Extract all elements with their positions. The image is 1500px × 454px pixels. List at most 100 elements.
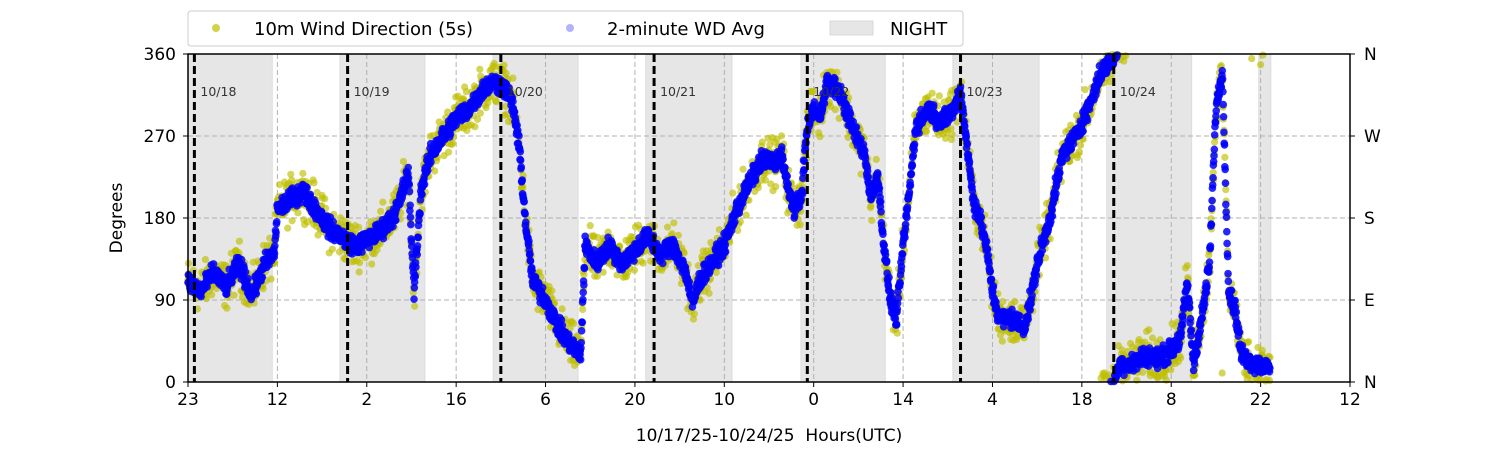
wd-avg-point bbox=[752, 177, 760, 185]
wd-avg-point bbox=[578, 327, 586, 335]
wd-5s-point bbox=[797, 221, 804, 228]
wd-5s-point bbox=[474, 116, 481, 123]
wd-5s-point bbox=[471, 123, 478, 130]
wd-avg-point bbox=[979, 223, 987, 231]
wd-5s-point bbox=[1221, 154, 1228, 161]
wd-5s-point bbox=[729, 189, 736, 196]
wd-avg-point bbox=[406, 188, 414, 196]
wd-5s-point bbox=[1222, 186, 1229, 193]
wd-avg-point bbox=[520, 198, 528, 206]
wd-5s-point bbox=[477, 110, 484, 117]
wd-avg-point bbox=[517, 148, 525, 156]
wd-avg-point bbox=[902, 221, 910, 229]
wd-avg-point bbox=[407, 213, 415, 221]
wd-avg-point bbox=[779, 155, 787, 163]
wd-5s-point bbox=[558, 305, 565, 312]
wd-5s-point bbox=[772, 183, 779, 190]
wd-5s-point bbox=[1081, 86, 1088, 93]
wd-avg-point bbox=[244, 275, 252, 283]
wd-avg-point bbox=[517, 163, 525, 171]
wd-avg-point bbox=[983, 238, 991, 246]
wd-avg-point bbox=[581, 265, 589, 273]
wd-5s-point bbox=[548, 287, 555, 294]
wd-5s-point bbox=[1177, 354, 1184, 361]
wd-5s-point bbox=[1167, 366, 1174, 373]
wd-5s-point bbox=[832, 106, 839, 113]
wd-avg-point bbox=[986, 268, 994, 276]
wd-5s-point bbox=[355, 224, 362, 231]
wd-5s-point bbox=[1259, 51, 1266, 58]
wd-avg-point bbox=[404, 164, 412, 172]
wd-avg-point bbox=[686, 284, 694, 292]
wd-avg-point bbox=[915, 129, 923, 137]
wd-avg-point bbox=[527, 257, 535, 265]
wd-avg-point bbox=[410, 295, 418, 303]
wd-avg-point bbox=[414, 242, 422, 250]
wd-5s-point bbox=[329, 246, 336, 253]
wd-avg-point bbox=[877, 198, 885, 206]
wd-5s-point bbox=[294, 209, 301, 216]
wd-avg-point bbox=[358, 248, 366, 256]
wd-5s-point bbox=[1219, 369, 1226, 376]
wd-5s-point bbox=[379, 198, 386, 205]
wd-avg-point bbox=[515, 132, 523, 140]
wd-5s-point bbox=[299, 170, 306, 177]
wd-avg-point bbox=[242, 268, 250, 276]
wd-avg-point bbox=[539, 284, 547, 292]
wd-5s-point bbox=[509, 74, 516, 81]
wd-5s-point bbox=[1076, 148, 1083, 155]
wd-avg-point bbox=[799, 190, 807, 198]
wd-avg-point bbox=[908, 170, 916, 178]
wd-5s-point bbox=[929, 90, 936, 97]
wd-5s-point bbox=[1245, 338, 1252, 345]
wd-avg-point bbox=[521, 210, 529, 218]
wd-avg-point bbox=[877, 208, 885, 216]
wd-avg-point bbox=[303, 184, 311, 192]
wd-avg-point bbox=[421, 181, 429, 189]
wd-5s-point bbox=[664, 223, 671, 230]
wd-5s-point bbox=[670, 219, 677, 226]
wd-avg-point bbox=[874, 171, 882, 179]
wd-5s-point bbox=[1184, 262, 1191, 269]
wd-avg-point bbox=[831, 75, 839, 83]
wd-5s-point bbox=[202, 256, 209, 263]
wd-avg-point bbox=[407, 221, 415, 229]
wd-avg-point bbox=[885, 274, 893, 282]
wd-avg-point bbox=[894, 294, 902, 302]
wd-avg-point bbox=[883, 257, 891, 265]
wd-5s-point bbox=[310, 179, 317, 186]
wd-avg-point bbox=[930, 101, 938, 109]
wd-avg-point bbox=[659, 260, 667, 268]
wd-5s-point bbox=[743, 212, 750, 219]
wd-5s-point bbox=[289, 217, 296, 224]
wd-avg-point bbox=[778, 143, 786, 151]
wd-5s-point bbox=[356, 259, 363, 266]
wd-5s-point bbox=[1257, 61, 1264, 68]
wd-5s-point bbox=[1011, 298, 1018, 305]
wd-5s-point bbox=[493, 98, 500, 105]
wd-avg-point bbox=[418, 191, 426, 199]
wd-avg-point bbox=[411, 273, 419, 281]
wd-5s-point bbox=[368, 260, 375, 267]
wd-avg-point bbox=[413, 251, 421, 259]
wd-avg-point bbox=[272, 229, 280, 237]
wd-avg-point bbox=[988, 275, 996, 283]
wd-5s-point bbox=[223, 305, 230, 312]
wd-5s-point bbox=[445, 149, 452, 156]
wd-avg-point bbox=[253, 290, 261, 298]
wd-5s-point bbox=[431, 167, 438, 174]
wd-5s-point bbox=[321, 195, 328, 202]
wd-avg-point bbox=[424, 167, 432, 175]
wd-5s-point bbox=[778, 132, 785, 139]
wd-avg-point bbox=[899, 250, 907, 258]
wd-avg-point bbox=[427, 158, 435, 166]
wd-avg-point bbox=[896, 280, 904, 288]
wd-avg-point bbox=[901, 234, 909, 242]
wd-avg-point bbox=[273, 218, 281, 226]
wd-5s-point bbox=[356, 268, 363, 275]
wd-5s-point bbox=[236, 238, 243, 245]
wd-avg-point bbox=[416, 210, 424, 218]
wd-5s-point bbox=[587, 222, 594, 229]
wd-avg-point bbox=[904, 203, 912, 211]
